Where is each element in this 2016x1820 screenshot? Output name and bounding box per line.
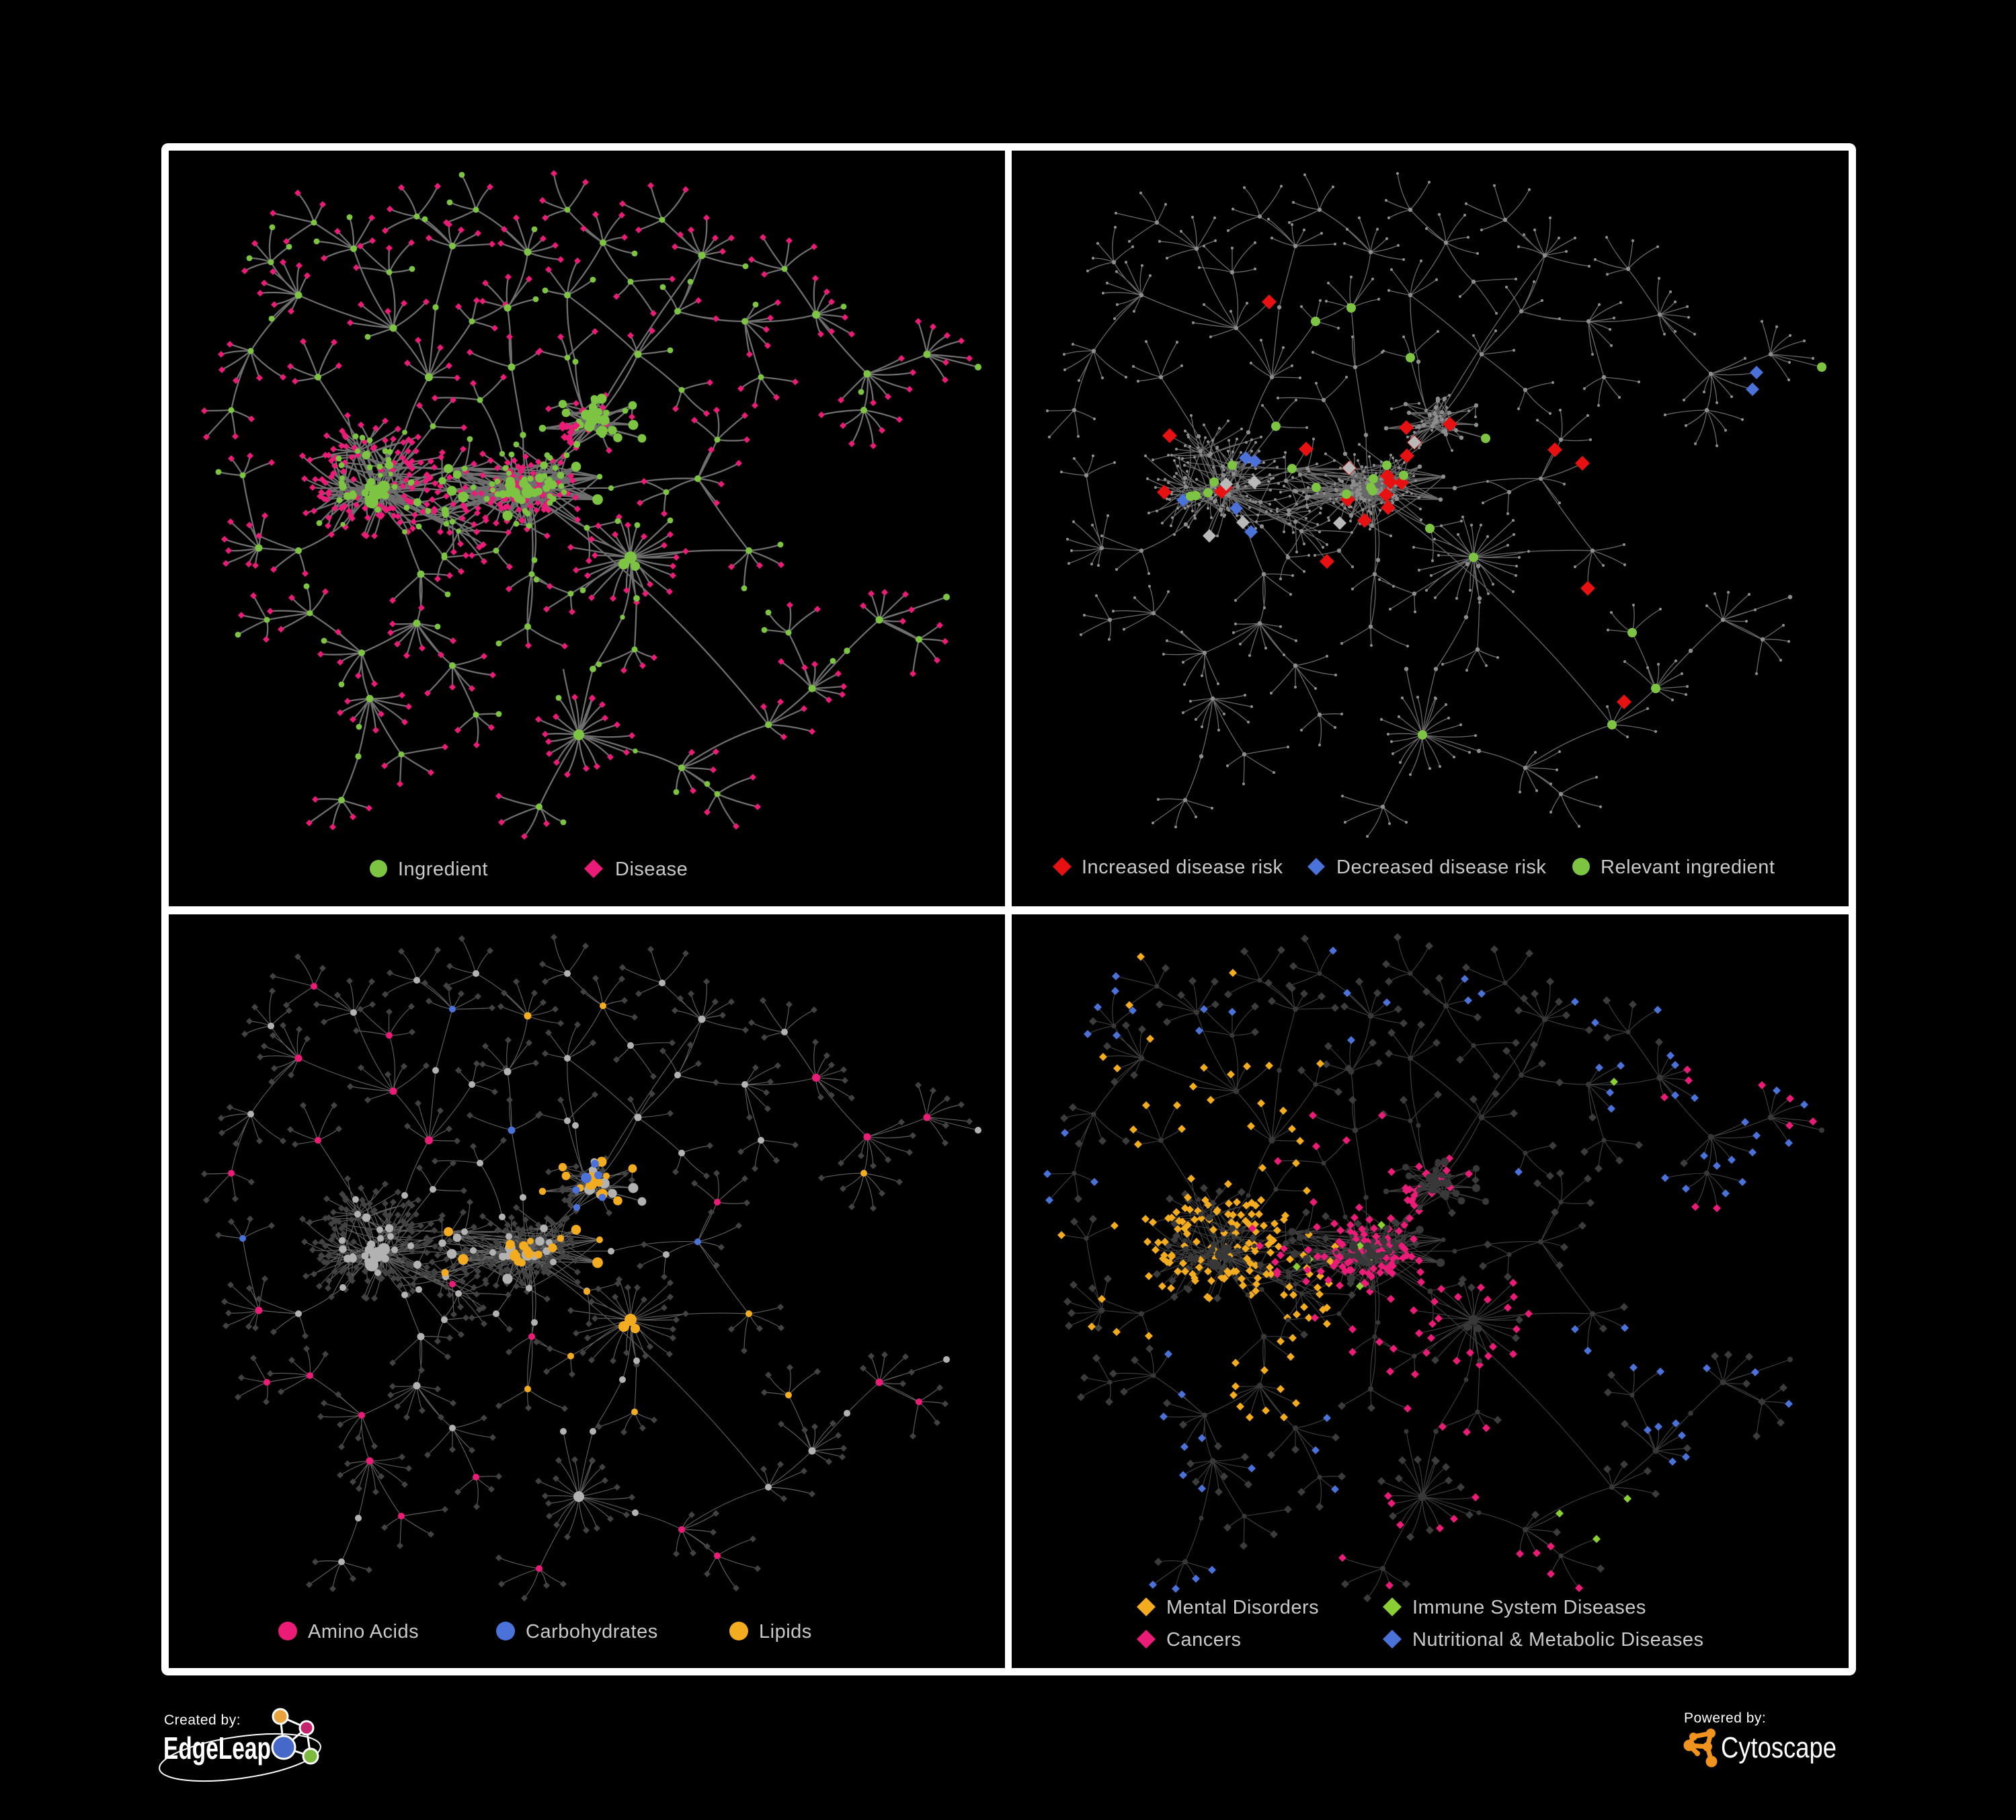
svg-text:Immune System Diseases: Immune System Diseases <box>1412 1597 1646 1618</box>
svg-text:Decreased disease risk: Decreased disease risk <box>1336 857 1546 878</box>
svg-text:Ingredient: Ingredient <box>398 859 488 880</box>
svg-text:Cytoscape: Cytoscape <box>1721 1731 1837 1764</box>
svg-text:Cancers: Cancers <box>1166 1629 1242 1651</box>
svg-text:Created by:: Created by: <box>164 1712 241 1728</box>
svg-text:Disease: Disease <box>615 859 688 880</box>
svg-text:Mental Disorders: Mental Disorders <box>1166 1597 1319 1618</box>
svg-text:EdgeLeap: EdgeLeap <box>163 1731 271 1766</box>
svg-text:Amino Acids: Amino Acids <box>308 1621 419 1643</box>
svg-text:Carbohydrates: Carbohydrates <box>526 1621 658 1643</box>
svg-text:Increased disease risk: Increased disease risk <box>1082 857 1283 878</box>
svg-text:Relevant ingredient: Relevant ingredient <box>1601 857 1775 878</box>
svg-text:Nutritional & Metabolic Diseas: Nutritional & Metabolic Diseases <box>1412 1629 1703 1651</box>
svg-text:Powered by:: Powered by: <box>1684 1710 1766 1726</box>
svg-text:Lipids: Lipids <box>759 1621 812 1643</box>
